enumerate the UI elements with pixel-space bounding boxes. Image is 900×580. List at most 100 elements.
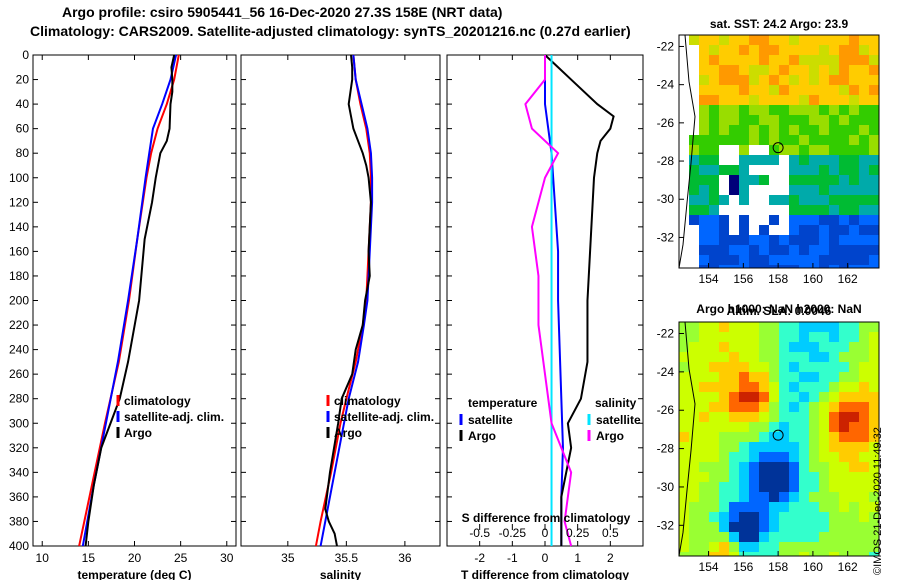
map-cell: [699, 482, 710, 493]
lat-tick-label: -26: [657, 116, 675, 130]
map-cell: [779, 392, 790, 403]
map-cell: [869, 452, 879, 463]
map-cell: [789, 452, 800, 463]
map-cell: [729, 392, 740, 403]
map-cell: [809, 85, 820, 96]
map-cell: [799, 512, 810, 523]
map-cell: [719, 85, 730, 96]
lon-tick-label: 160: [803, 272, 823, 286]
map-cell: [809, 452, 820, 463]
lat-tick-label: -26: [657, 403, 675, 417]
map-cell: [829, 442, 840, 453]
map-cell: [699, 532, 710, 543]
map-cell: [829, 332, 840, 343]
map-cell: [869, 75, 879, 86]
map-cell: [859, 452, 870, 463]
map-cell: [699, 402, 710, 413]
map-cell: [699, 105, 710, 116]
map-cell: [769, 205, 780, 216]
map-cell: [789, 85, 800, 96]
map-cell: [829, 35, 840, 46]
map-cell: [829, 175, 840, 186]
map-cell: [679, 532, 690, 543]
map-cell: [819, 75, 830, 86]
map-cell: [799, 422, 810, 433]
map-cell: [789, 205, 800, 216]
map-cell: [849, 512, 860, 523]
map-cell: [759, 472, 770, 483]
map-cell: [859, 215, 870, 226]
map-cell: [869, 512, 879, 523]
map-cell: [779, 55, 790, 66]
map-cell: [739, 372, 750, 383]
map-cell: [699, 35, 710, 46]
map-cell: [819, 552, 830, 556]
map-cell: [679, 125, 690, 136]
map-cell: [779, 432, 790, 443]
map-cell: [719, 195, 730, 206]
map-cell: [819, 255, 830, 266]
map-cell: [809, 35, 820, 46]
map-cell: [799, 322, 810, 333]
map-cell: [679, 195, 690, 206]
map-cell: [699, 502, 710, 513]
map-cell: [839, 45, 850, 56]
map-cell: [849, 145, 860, 156]
map-cell: [749, 432, 760, 443]
map-cell: [799, 532, 810, 543]
map-cell: [739, 472, 750, 483]
map-cell: [759, 392, 770, 403]
map-cell: [759, 75, 770, 86]
map-cell: [869, 392, 879, 403]
map-cell: [749, 422, 760, 433]
map-cell: [749, 205, 760, 216]
map-cell: [829, 55, 840, 66]
map-cell: [699, 155, 710, 166]
map-cell: [809, 45, 820, 56]
map-cell: [739, 75, 750, 86]
map-cell: [719, 392, 730, 403]
map-cell: [769, 95, 780, 106]
map-cell: [799, 552, 810, 556]
map-cell: [809, 135, 820, 146]
map-cell: [679, 542, 690, 553]
map-cell: [759, 522, 770, 533]
x-tick-label: 10: [36, 551, 50, 565]
map-cell: [719, 412, 730, 423]
map-cell: [869, 35, 879, 46]
map-cell: [829, 225, 840, 236]
map-cell: [819, 542, 830, 553]
map-cell: [809, 372, 820, 383]
map-cell: [749, 135, 760, 146]
map-cell: [729, 55, 740, 66]
map-cell: [739, 452, 750, 463]
map-cell: [679, 35, 690, 46]
map-cell: [819, 342, 830, 353]
map-cell: [779, 135, 790, 146]
map-cell: [719, 352, 730, 363]
x2-tick-label: 0.25: [566, 526, 590, 540]
map-cell: [769, 462, 780, 473]
map-cell: [739, 125, 750, 136]
map-cell: [729, 265, 740, 268]
map-cell: [809, 392, 820, 403]
map-cell: [719, 205, 730, 216]
map-cell: [749, 452, 760, 463]
x-tick-label: 0: [542, 551, 549, 565]
map-cell: [809, 432, 820, 443]
map-cell: [769, 542, 780, 553]
map-cell: [719, 422, 730, 433]
map-cell: [729, 542, 740, 553]
map-cell: [719, 442, 730, 453]
map-cell: [839, 342, 850, 353]
map-cell: [839, 205, 850, 216]
map-cell: [839, 225, 850, 236]
map-cell: [679, 135, 690, 146]
map-cell: [759, 542, 770, 553]
map-cell: [829, 382, 840, 393]
map-cell: [699, 55, 710, 66]
map-cell: [819, 55, 830, 66]
map-cell: [729, 502, 740, 513]
map-cell: [709, 462, 720, 473]
map-cell: [709, 205, 720, 216]
